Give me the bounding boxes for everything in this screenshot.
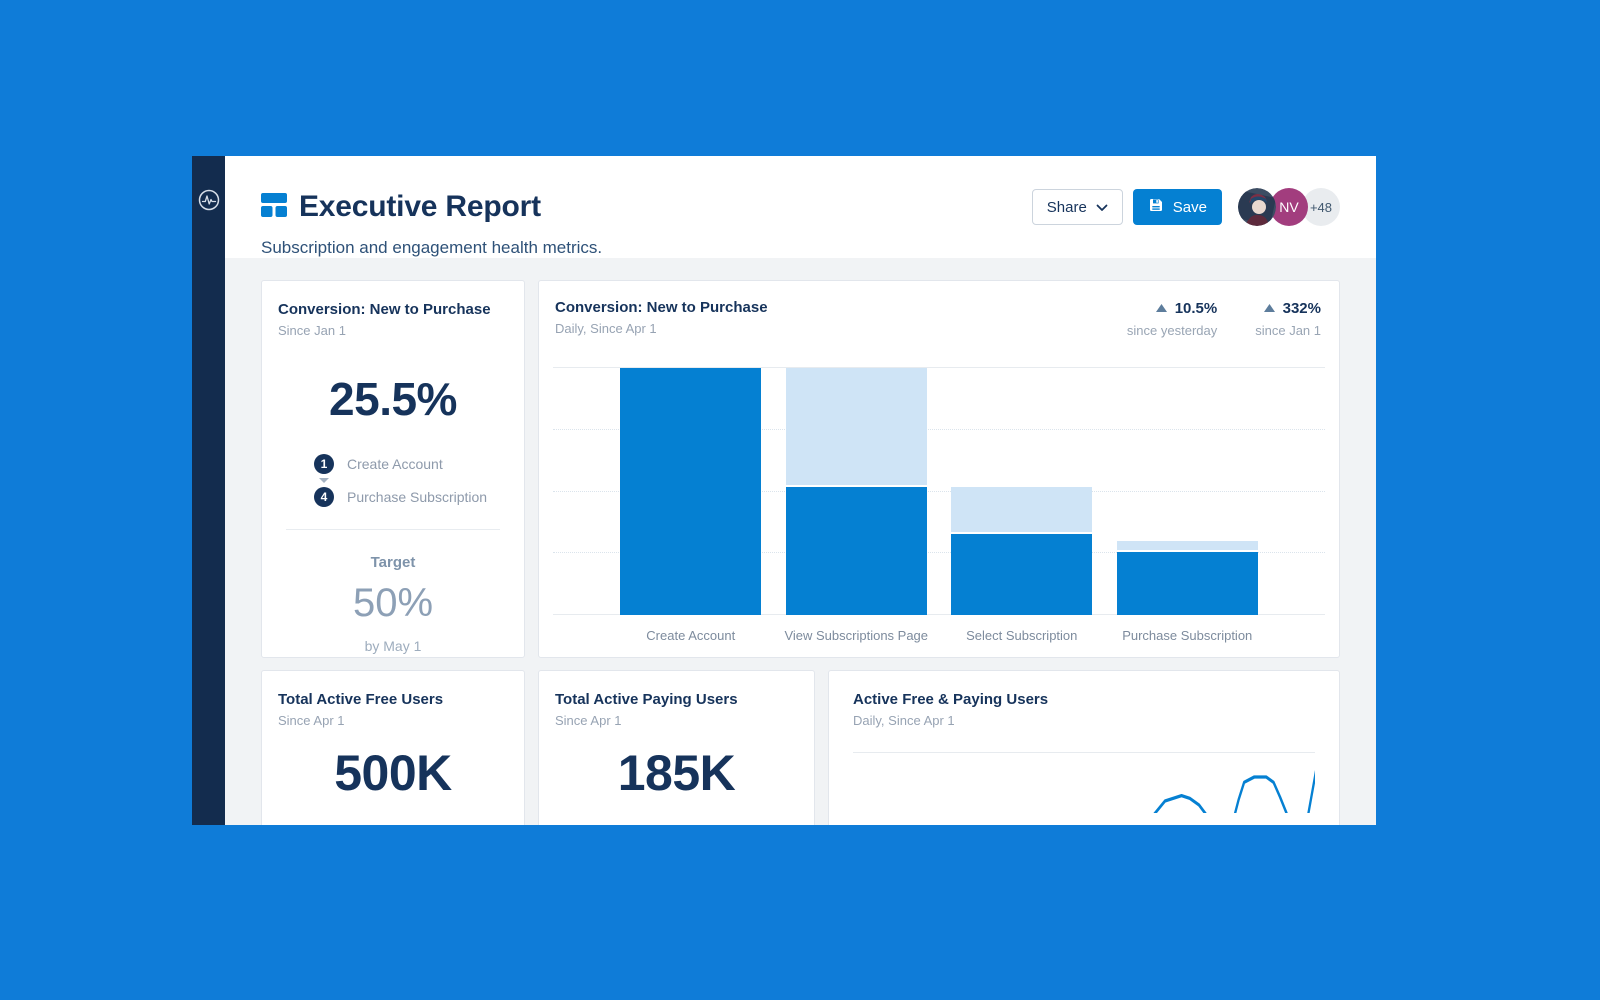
card-subtitle: Daily, Since Apr 1 [853,713,955,728]
bar-segment-entered [1116,540,1258,551]
active-users-chart-card[interactable]: Active Free & Paying Users Daily, Since … [828,670,1340,825]
bar-segment-converted [785,486,927,615]
save-icon [1148,197,1164,217]
gridline [553,614,1325,615]
bar-segment-converted [620,368,762,615]
funnel-step-first: 1 Create Account [314,454,508,474]
header: Executive Report Subscription and engage… [225,156,1376,258]
conversion-value: 25.5% [329,373,457,425]
target-label: Target [370,554,416,571]
save-button[interactable]: Save [1132,189,1222,225]
page-title: Executive Report [299,190,541,223]
delta-stats: 10.5% since yesterday 332% since Jan 1 [1126,299,1321,339]
target-value: 50% [352,581,434,625]
bar-segment-entered [951,486,1093,532]
card-title: Total Active Free Users [278,691,444,708]
share-button[interactable]: Share [1031,189,1123,225]
user-avatar-initials[interactable]: NV [1270,188,1308,226]
paying-users-card[interactable]: Total Active Paying Users Since Apr 1 18… [538,670,815,825]
funnel-plot [553,367,1325,615]
user-avatar-photo[interactable] [1238,188,1276,226]
divider [286,529,500,530]
x-axis-label: View Subscriptions Page [784,628,929,643]
share-button-label: Share [1046,198,1087,216]
conversion-funnel-chart-card[interactable]: Conversion: New to Purchase Daily, Since… [538,280,1340,658]
page-subtitle: Subscription and engagement health metri… [261,238,603,257]
bar-segment-converted [1116,552,1258,615]
avatar-overflow-count[interactable]: +48 [1302,188,1340,226]
active-users-line-chart[interactable] [853,753,1315,813]
funnel-bar-3[interactable] [951,368,1093,615]
gridline [553,428,1325,430]
step-number-badge: 1 [314,454,334,474]
x-axis-label: Purchase Subscription [1122,628,1253,643]
card-title: Active Free & Paying Users [853,691,1049,708]
gridline [553,552,1325,554]
funnel-x-labels: Create Account View Subscriptions Page Sel… [553,628,1325,643]
avatar-group: NV +48 [1238,188,1340,226]
free-users-card[interactable]: Total Active Free Users Since Apr 1 500K [261,670,525,825]
free-users-value: 500K [334,745,452,801]
funnel-bar-4[interactable] [1116,368,1258,615]
funnel-bar-1[interactable] [620,368,762,615]
triangle-up-icon [1155,299,1167,317]
card-subtitle: Daily, Since Apr 1 [555,321,657,336]
gridline [553,367,1325,368]
chart-top-gridline [853,752,1315,753]
funnel-bar-2[interactable] [785,368,927,615]
card-subtitle: Since Apr 1 [278,713,345,728]
card-title: Total Active Paying Users [555,691,738,708]
x-axis-label: Select Subscription [966,628,1078,643]
card-subtitle: Since Apr 1 [555,713,622,728]
target-caption: by May 1 [364,638,422,654]
bar-segment-converted [951,533,1093,615]
funnel-step-last: 4 Purchase Subscription [314,487,508,507]
stat-value: 10.5% [1174,299,1218,317]
app-window: Executive Report Subscription and engage… [192,156,1376,825]
amplitude-logo-icon[interactable] [198,189,220,825]
line-series [1153,769,1315,813]
save-button-label: Save [1172,198,1207,216]
paying-users-value: 185K [617,745,736,801]
arrow-down-icon [319,478,329,483]
step-label: Create Account [347,456,443,472]
stat-value: 332% [1282,299,1321,317]
conversion-summary-card[interactable]: Conversion: New to Purchase Since Jan 1 … [261,280,525,658]
stat-caption: since Jan 1 [1255,323,1321,338]
gridline [553,490,1325,492]
card-title: Conversion: New to Purchase [555,299,768,316]
report-icon [261,192,287,222]
funnel-steps: 1 Create Account 4 Purchase Subscription [314,454,508,507]
sidebar [192,156,225,825]
triangle-up-icon [1263,299,1275,317]
card-subtitle: Since Jan 1 [278,323,346,338]
x-axis-label: Create Account [646,628,736,643]
card-title: Conversion: New to Purchase [278,301,491,318]
stat-since-jan: 332% since Jan 1 [1255,299,1321,339]
dashboard-grid: Conversion: New to Purchase Since Jan 1 … [225,258,1376,825]
chevron-down-icon [1096,199,1108,216]
bar-segment-entered [785,368,927,485]
step-number-badge: 4 [314,487,334,507]
step-label: Purchase Subscription [347,489,488,505]
stat-caption: since yesterday [1126,323,1218,338]
stat-since-yesterday: 10.5% since yesterday [1126,299,1218,339]
